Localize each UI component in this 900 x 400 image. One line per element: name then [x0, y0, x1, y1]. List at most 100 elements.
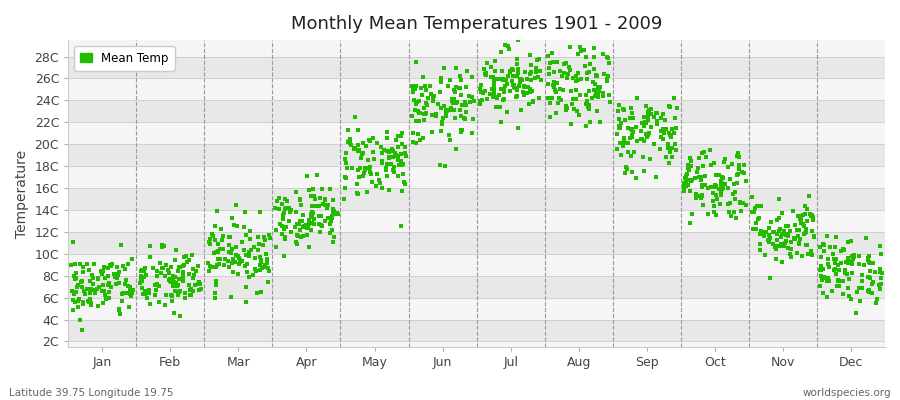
Point [398, 144, 412, 150]
Point [541, 80, 555, 87]
Point [577, 47, 591, 53]
Point [805, 212, 819, 218]
Point [518, 82, 532, 89]
Point [657, 130, 671, 136]
Point [165, 293, 179, 299]
Point [465, 74, 480, 80]
Point [701, 185, 716, 191]
Point [447, 96, 462, 103]
Point [871, 282, 886, 288]
Point [813, 283, 827, 289]
Point [828, 244, 842, 250]
Point [855, 278, 869, 284]
Point [798, 229, 813, 236]
Point [543, 100, 557, 106]
Point [154, 265, 168, 271]
Point [422, 83, 436, 90]
Bar [68, 320, 885, 342]
Point [356, 140, 371, 146]
Point [548, 88, 562, 95]
Point [793, 236, 807, 242]
Point [134, 278, 148, 284]
Point [74, 278, 88, 285]
Point [324, 218, 338, 224]
Point [510, 92, 525, 99]
Point [654, 128, 669, 134]
Point [306, 185, 320, 192]
Point [464, 130, 479, 136]
Point [436, 65, 451, 71]
Point [668, 141, 682, 147]
Point [248, 266, 263, 272]
Point [480, 59, 494, 66]
Point [112, 269, 126, 276]
Point [268, 205, 283, 212]
Point [838, 270, 852, 276]
Point [363, 137, 377, 144]
Point [417, 105, 431, 111]
Point [325, 213, 339, 219]
Bar [68, 188, 885, 210]
Point [351, 191, 365, 198]
Point [408, 107, 422, 114]
Point [279, 205, 293, 211]
Point [556, 87, 571, 93]
Point [753, 241, 768, 248]
Point [426, 94, 440, 100]
Point [228, 222, 242, 229]
Point [179, 253, 194, 259]
Point [772, 226, 787, 232]
Point [513, 76, 527, 83]
Point [583, 119, 598, 125]
Point [473, 82, 488, 88]
Point [531, 74, 545, 80]
Point [722, 209, 736, 215]
Point [417, 117, 431, 123]
Point [343, 136, 357, 142]
Point [409, 140, 423, 147]
Point [759, 228, 773, 235]
Point [612, 116, 626, 122]
Point [621, 125, 635, 132]
Point [492, 104, 507, 110]
Point [488, 58, 502, 65]
Point [780, 231, 795, 237]
Point [391, 154, 405, 160]
Point [221, 241, 236, 248]
Point [500, 73, 515, 79]
Point [715, 186, 729, 192]
Point [294, 202, 309, 208]
Point [752, 216, 766, 223]
Point [542, 65, 556, 72]
Point [65, 288, 79, 294]
Point [770, 256, 784, 262]
Point [202, 262, 217, 269]
Point [308, 203, 322, 209]
Point [663, 134, 678, 140]
Point [623, 134, 637, 141]
Point [413, 137, 428, 143]
Point [242, 248, 256, 255]
Point [360, 189, 374, 196]
Point [777, 243, 791, 249]
Point [123, 288, 138, 294]
Bar [68, 254, 885, 276]
Point [226, 269, 240, 276]
Point [156, 242, 170, 248]
Point [745, 208, 760, 215]
Point [252, 254, 266, 260]
Point [83, 278, 97, 284]
Point [626, 115, 640, 122]
Point [230, 223, 244, 229]
Point [350, 190, 365, 196]
Point [783, 254, 797, 260]
Point [829, 256, 843, 262]
Point [571, 70, 585, 76]
Point [551, 100, 565, 106]
Point [78, 291, 93, 297]
Point [304, 210, 319, 217]
Point [801, 193, 815, 199]
Point [277, 226, 292, 232]
Point [698, 149, 712, 156]
Point [394, 158, 409, 164]
